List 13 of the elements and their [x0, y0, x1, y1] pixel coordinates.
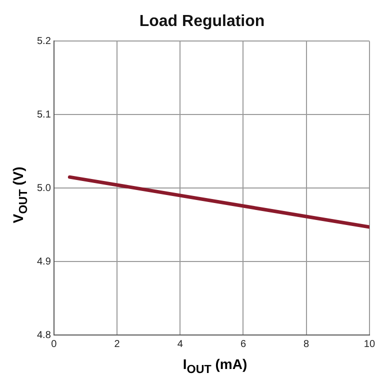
x-tick-label: 2 — [114, 338, 120, 350]
y-tick-label: 5.0 — [36, 182, 52, 194]
x-tick-label: 10 — [364, 338, 376, 350]
x-tick-label: 0 — [51, 338, 58, 350]
x-axis-title: I$_{OUT}$ (mA) — [182, 356, 248, 376]
y-tick-label: 5.1 — [36, 109, 52, 120]
x-tick-label: 8 — [304, 338, 310, 350]
y-tick-label: 4.8 — [36, 330, 52, 341]
x-tick-label: 6 — [240, 338, 246, 350]
chart-title: Load Regulation — [139, 13, 265, 30]
y-tick-label: 4.9 — [36, 256, 52, 268]
x-tick-label: 4 — [177, 338, 184, 350]
y-tick-label: 5.2 — [36, 36, 52, 47]
